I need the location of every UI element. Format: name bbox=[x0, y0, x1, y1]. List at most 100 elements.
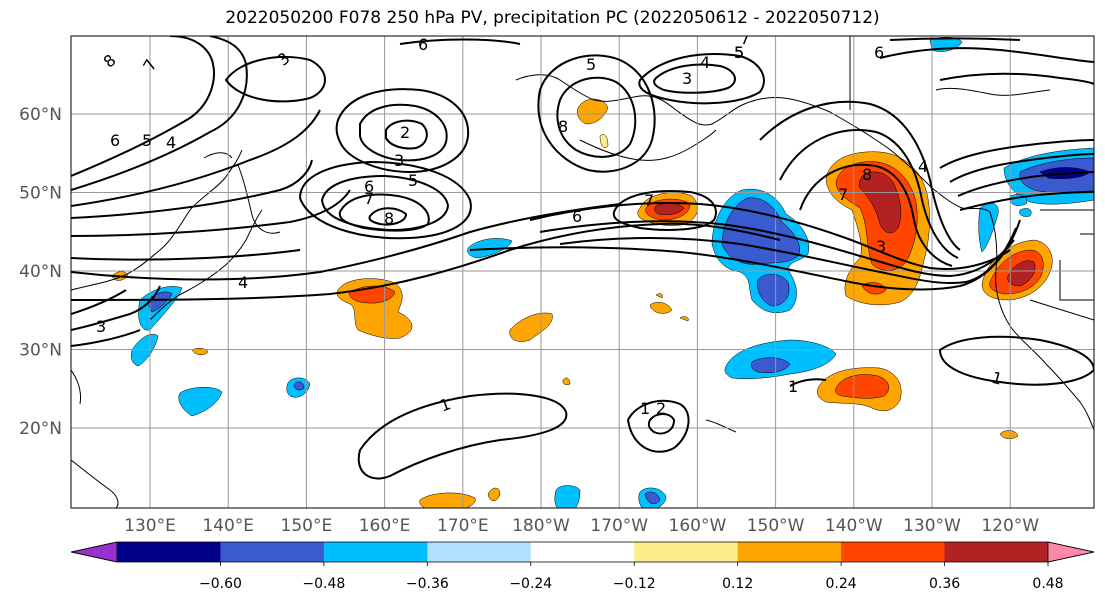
contour-line bbox=[879, 47, 1094, 63]
gridlines bbox=[71, 36, 1094, 508]
contour-label: 5 bbox=[408, 171, 418, 190]
longitude-tick-label: 170°W bbox=[590, 516, 648, 536]
colorbar-swatch bbox=[634, 542, 739, 562]
japan-outline bbox=[149, 209, 263, 321]
colorbar-swatch bbox=[220, 542, 325, 562]
colorbar-tick-label: −0.36 bbox=[406, 576, 449, 592]
contour-line bbox=[71, 285, 161, 331]
longitude-tick-label: 150°W bbox=[747, 516, 805, 536]
contour-line bbox=[938, 335, 1094, 386]
latitude-tick-label: 50°N bbox=[19, 184, 62, 204]
longitude-tick-label: 180°W bbox=[512, 516, 570, 536]
contour-label: 6 bbox=[418, 35, 428, 54]
map-title: 2022050200 F078 250 hPa PV, precipitatio… bbox=[225, 8, 880, 28]
colorbar-swatch bbox=[323, 542, 428, 562]
colorbar bbox=[70, 541, 1095, 566]
contour-line bbox=[71, 203, 621, 281]
colorbar-outline bbox=[70, 541, 1095, 563]
latitude-tick-label: 40°N bbox=[19, 262, 62, 282]
contour-line bbox=[638, 53, 765, 105]
contour-line bbox=[71, 109, 321, 207]
contour-line bbox=[368, 207, 408, 226]
colorbar-swatch bbox=[427, 542, 532, 562]
colorbar-swatch bbox=[944, 542, 1049, 562]
contour-label: 7 bbox=[838, 185, 848, 204]
contour-label: 3 bbox=[394, 151, 404, 170]
contour-line bbox=[71, 222, 781, 301]
contour-label: 1 bbox=[788, 377, 798, 396]
contour-label: 3 bbox=[876, 237, 886, 256]
contour-line bbox=[71, 249, 301, 261]
colorbar-tick-label: −0.12 bbox=[613, 576, 656, 592]
contour-label: 2 bbox=[656, 399, 666, 418]
contour-label: 5 bbox=[586, 55, 596, 74]
colorbar-tick-label: −0.24 bbox=[509, 576, 552, 592]
contour-line bbox=[559, 227, 1017, 285]
contour-line bbox=[71, 189, 351, 237]
latitude-tick-label: 60°N bbox=[19, 105, 62, 125]
colorbar-extend-high bbox=[1047, 541, 1095, 563]
contour-line bbox=[539, 220, 1015, 278]
contour-line bbox=[71, 36, 215, 177]
contour-line bbox=[399, 38, 521, 45]
contour-label: 7 bbox=[644, 191, 654, 210]
colorbar-tick-label: −0.48 bbox=[302, 576, 345, 592]
contour-label: 4 bbox=[166, 133, 176, 152]
contour-line bbox=[647, 413, 676, 435]
longitude-tick-label: 120°W bbox=[981, 516, 1039, 536]
map-frame bbox=[70, 35, 1095, 509]
contour-label: 6 bbox=[364, 177, 374, 196]
colorbar-swatch bbox=[737, 542, 842, 562]
coastlines bbox=[71, 36, 1094, 508]
colorbar-swatch bbox=[117, 542, 221, 562]
contour-label: 4 bbox=[918, 157, 928, 176]
contour-line bbox=[759, 100, 961, 251]
contour-label: 1 bbox=[990, 368, 1005, 389]
contour-label: 7 bbox=[740, 29, 750, 48]
contour-line bbox=[612, 190, 717, 231]
contour-line bbox=[71, 36, 248, 191]
longitude-tick-label: 140°E bbox=[202, 516, 254, 536]
contour-label: 5 bbox=[734, 43, 744, 62]
contour-label: 7 bbox=[364, 189, 374, 208]
contour-line bbox=[469, 219, 1021, 291]
colorbar-tick-label: 0.48 bbox=[1032, 576, 1063, 592]
contour-line bbox=[889, 37, 1021, 41]
longitude-tick-label: 150°E bbox=[281, 516, 333, 536]
colorbar-swatch bbox=[530, 542, 635, 562]
contour-label: 5 bbox=[734, 43, 744, 62]
contour-line bbox=[537, 54, 656, 173]
longitude-tick-label: 130°W bbox=[903, 516, 961, 536]
longitude-tick-labels: 130°E 140°E 150°E 160°E 170°E 180°W 170°W 160°W… bbox=[124, 516, 1039, 536]
longitude-tick-label: 140°W bbox=[825, 516, 883, 536]
contour-line bbox=[71, 289, 127, 315]
contour-line bbox=[957, 171, 1094, 197]
contour-line bbox=[335, 88, 470, 174]
colorbar-tick-label: −0.60 bbox=[199, 576, 242, 592]
latitude-tick-label: 20°N bbox=[19, 419, 62, 439]
contour-line bbox=[949, 153, 1094, 183]
contour-line bbox=[556, 76, 637, 158]
contour-line bbox=[224, 56, 326, 103]
contour-label: 4 bbox=[700, 53, 710, 72]
longitude-tick-label: 160°E bbox=[359, 516, 411, 536]
contour-line bbox=[71, 159, 313, 219]
contour-line bbox=[799, 163, 953, 267]
contour-label: 5 bbox=[142, 131, 152, 150]
longitude-tick-label: 160°W bbox=[669, 516, 727, 536]
contour-label: 4 bbox=[238, 273, 248, 292]
contour-label: 6 bbox=[874, 43, 884, 62]
colorbar-tick-label: 0.12 bbox=[722, 576, 753, 592]
alaska-coastline bbox=[515, 74, 991, 213]
colorbar-tick-label: 0.24 bbox=[826, 576, 857, 592]
latitude-tick-labels: 60°N 50°N 40°N 30°N 20°N bbox=[19, 105, 62, 439]
contour-line bbox=[298, 160, 472, 240]
contour-line bbox=[653, 63, 736, 94]
contour-line bbox=[789, 378, 827, 387]
contour-label: 8 bbox=[862, 165, 872, 184]
contour-label: 6 bbox=[572, 207, 582, 226]
contour-line bbox=[626, 399, 690, 453]
colorbar-extend-low bbox=[70, 541, 118, 563]
colorbar-tick-label: 0.36 bbox=[929, 576, 960, 592]
